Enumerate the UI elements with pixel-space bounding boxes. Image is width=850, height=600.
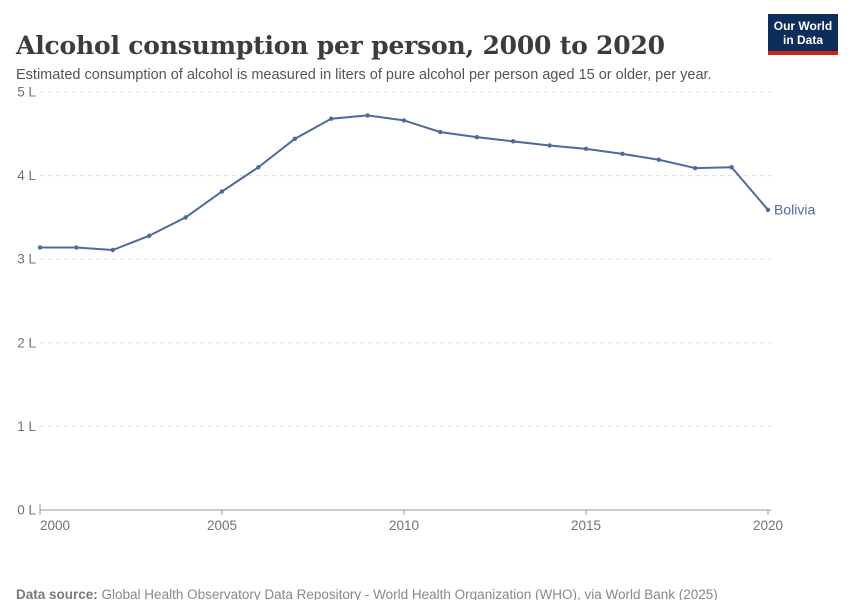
data-point-marker[interactable] <box>147 233 152 238</box>
x-tick-label: 2010 <box>389 518 419 533</box>
y-tick-label: 2 L <box>17 335 36 350</box>
data-point-marker[interactable] <box>365 113 370 118</box>
owid-logo[interactable]: Our World in Data <box>768 14 838 55</box>
x-tick-label: 2020 <box>753 518 783 533</box>
data-point-marker[interactable] <box>765 207 771 213</box>
y-tick-label: 3 L <box>17 252 36 267</box>
y-tick-label: 5 L <box>17 85 36 100</box>
x-tick-label: 2005 <box>207 518 237 533</box>
data-point-marker[interactable] <box>74 245 79 250</box>
page-subtitle: Estimated consumption of alcohol is meas… <box>16 66 712 83</box>
data-point-marker[interactable] <box>37 245 43 250</box>
data-point-marker[interactable] <box>110 247 116 253</box>
datasource-text: Global Health Observatory Data Repositor… <box>97 587 718 600</box>
data-point-marker[interactable] <box>292 136 297 142</box>
data-point-marker[interactable] <box>183 215 188 220</box>
y-tick-label: 0 L <box>17 503 36 518</box>
data-point-marker[interactable] <box>401 118 407 123</box>
data-point-marker[interactable] <box>729 165 734 170</box>
datasource-label: Data source: <box>16 587 98 600</box>
chart-canvas[interactable]: 0 L 1 L 2 L 3 L 4 L 5 L 2000 2005 2010 2015 2020 Bo… <box>0 78 850 540</box>
data-point-marker[interactable] <box>693 165 698 171</box>
x-tick-label: 2000 <box>40 518 70 533</box>
data-point-marker[interactable] <box>620 151 625 157</box>
data-point-marker[interactable] <box>511 139 516 144</box>
y-tick-label: 4 L <box>17 168 36 183</box>
data-point-marker[interactable] <box>219 189 225 194</box>
page-title: Alcohol consumption per person, 2000 to … <box>16 30 665 60</box>
data-point-marker[interactable] <box>583 146 589 152</box>
x-tick-label: 2015 <box>571 518 601 533</box>
data-point-marker[interactable] <box>474 134 479 140</box>
logo-text-line1: Our World <box>773 19 833 33</box>
chart-footer: Data source: Global Health Observatory D… <box>16 540 826 600</box>
series-line-bolivia[interactable] <box>39 114 769 252</box>
data-point-marker[interactable] <box>329 116 334 121</box>
data-point-marker[interactable] <box>656 157 661 162</box>
series-label[interactable]: Bolivia <box>774 201 815 217</box>
data-point-marker[interactable] <box>256 165 261 170</box>
datasource-line: Data source: Global Health Observatory D… <box>16 584 826 600</box>
data-point-marker[interactable] <box>438 129 443 135</box>
logo-text-line2: in Data <box>782 33 823 47</box>
y-tick-label: 1 L <box>17 419 36 434</box>
data-point-marker[interactable] <box>547 143 552 148</box>
